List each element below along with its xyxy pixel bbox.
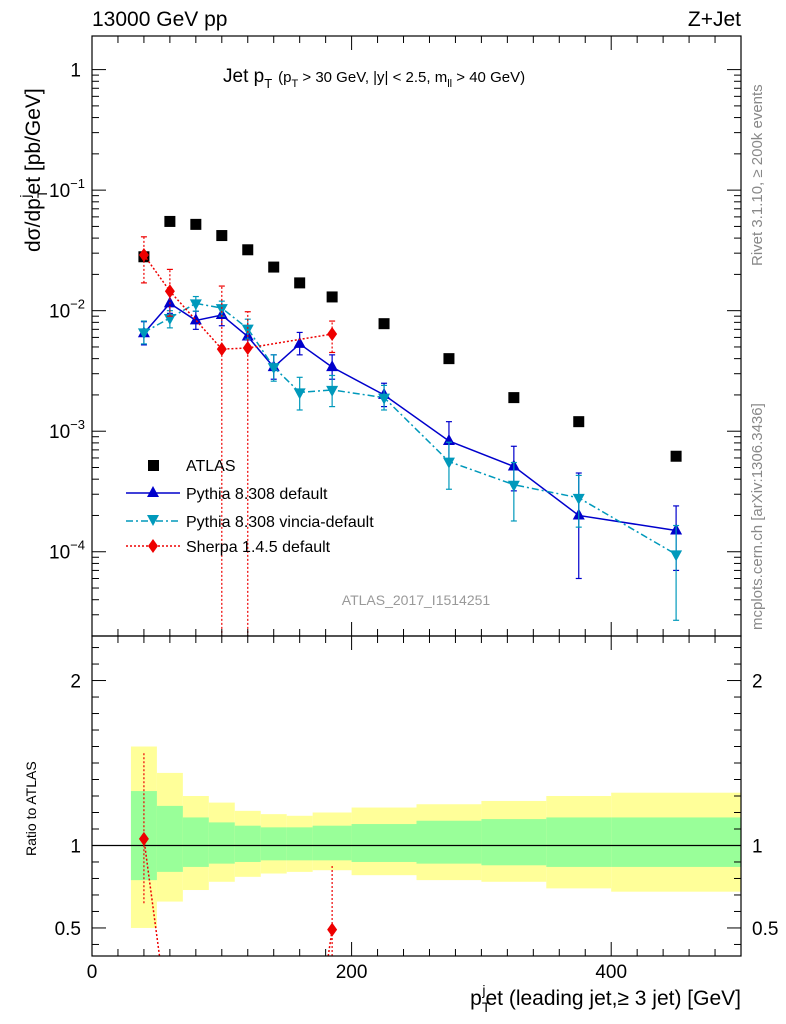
axes-layer: 0 200 400 1 10−1 10−2 10−3 10−4 0.5 0.5 1 1 2 2 — [49, 36, 778, 983]
upper-y-tick-label: 10−4 — [49, 538, 85, 564]
band-inner-bin — [260, 827, 287, 861]
ratio-point-sherpa — [327, 922, 338, 937]
lower-y-tick-label: 1 — [70, 836, 81, 857]
mcplots-label: mcplots.cern.ch [arXiv:1306.3436] — [749, 403, 766, 630]
point-vincia — [137, 328, 150, 340]
point-atlas — [164, 215, 176, 227]
band-inner-bin — [208, 822, 235, 864]
header-left-title: 13000 GeV pp — [92, 8, 227, 31]
legend-entry-sherpa: Sherpa 1.4.5 default — [126, 539, 331, 556]
point-atlas — [242, 244, 254, 256]
lower-series-layer — [138, 751, 338, 956]
x-axis-label: pTjet (leading jet,≥ 3 jet) [GeV] — [470, 982, 741, 1015]
point-vincia — [326, 385, 339, 397]
band-inner-bin — [312, 825, 352, 861]
band-inner-bin — [546, 817, 612, 867]
lower-y-tick-label-right: 0.5 — [752, 919, 778, 940]
upper-y-tick-label: 10−3 — [49, 417, 85, 443]
point-vincia — [189, 299, 202, 311]
legend: ATLAS Pythia 8.308 default Pythia 8.308 … — [126, 458, 374, 556]
point-vincia — [241, 324, 254, 336]
upper-y-axis-label: dσ/dpTjet [pb/GeV] — [17, 88, 50, 252]
point-pythia — [163, 296, 176, 308]
band-inner-bin — [182, 817, 209, 867]
upper-y-tick-label: 10−2 — [49, 297, 85, 323]
point-sherpa — [242, 341, 253, 356]
lower-y-tick-label-right: 2 — [752, 672, 763, 693]
legend-marker-pythia — [147, 486, 159, 497]
point-vincia — [670, 550, 683, 562]
series-line-sherpa — [143, 254, 333, 350]
point-sherpa — [138, 247, 149, 262]
legend-label-atlas: ATLAS — [186, 458, 236, 475]
point-atlas — [573, 416, 585, 428]
legend-entry-pythia: Pythia 8.308 default — [126, 486, 328, 503]
point-atlas — [670, 450, 682, 462]
point-pythia — [326, 360, 339, 372]
point-vincia — [572, 493, 585, 505]
band-inner-bin — [286, 827, 313, 861]
ratio-uncertainty-bands — [130, 746, 741, 928]
point-vincia — [267, 363, 280, 375]
x-tick-label: 200 — [336, 962, 368, 983]
band-inner-bin — [416, 820, 482, 864]
point-vincia — [507, 480, 520, 492]
rivet-label: Rivet 3.1.10, ≥ 200k events — [749, 84, 766, 266]
lower-y-tick-label: 0.5 — [55, 919, 81, 940]
lower-y-tick-label-right: 1 — [752, 836, 763, 857]
point-atlas — [378, 318, 390, 330]
point-pythia — [189, 313, 202, 325]
point-vincia — [293, 388, 306, 400]
x-tick-label: 0 — [87, 962, 98, 983]
legend-entry-atlas: ATLAS — [148, 458, 236, 475]
upper-series-layer — [137, 215, 683, 636]
point-atlas — [216, 230, 228, 242]
point-sherpa — [216, 342, 227, 357]
point-vincia — [215, 304, 228, 316]
point-vincia — [442, 457, 455, 469]
band-inner-bin — [481, 819, 547, 866]
legend-marker-vincia — [147, 515, 159, 526]
lower-y-axis-label: Ratio to ATLAS — [23, 761, 39, 856]
point-atlas — [190, 218, 202, 230]
point-atlas — [268, 261, 280, 273]
legend-label-vincia: Pythia 8.308 vincia-default — [186, 514, 374, 531]
point-atlas — [443, 353, 455, 365]
point-sherpa — [164, 284, 175, 299]
band-inner-bin — [234, 825, 261, 862]
point-atlas — [508, 392, 520, 404]
plot-title: Jet pT (pT > 30 GeV, |y| < 2.5, mll > 40 … — [223, 66, 525, 91]
point-vincia — [378, 393, 391, 405]
lower-y-tick-label: 2 — [70, 672, 81, 693]
legend-marker-sherpa — [148, 539, 158, 553]
point-atlas — [326, 291, 338, 303]
ratio-point-sherpa — [138, 831, 149, 846]
legend-label-pythia: Pythia 8.308 default — [186, 486, 328, 503]
band-inner-bin — [351, 824, 417, 862]
legend-marker-atlas — [148, 460, 159, 471]
legend-label-sherpa: Sherpa 1.4.5 default — [186, 539, 331, 556]
analysis-id: ATLAS_2017_I1514251 — [342, 592, 491, 608]
header-right-title: Z+Jet — [688, 8, 741, 31]
point-sherpa — [327, 327, 338, 342]
band-inner-bin — [611, 817, 741, 867]
ratio-line-sherpa — [327, 929, 333, 956]
point-atlas — [294, 277, 306, 289]
upper-y-tick-label: 10−1 — [49, 176, 85, 202]
legend-entry-vincia: Pythia 8.308 vincia-default — [126, 514, 374, 531]
upper-y-tick-label: 1 — [70, 61, 81, 82]
band-inner-bin — [156, 805, 183, 872]
x-tick-label: 400 — [595, 962, 627, 983]
point-pythia — [293, 336, 306, 348]
